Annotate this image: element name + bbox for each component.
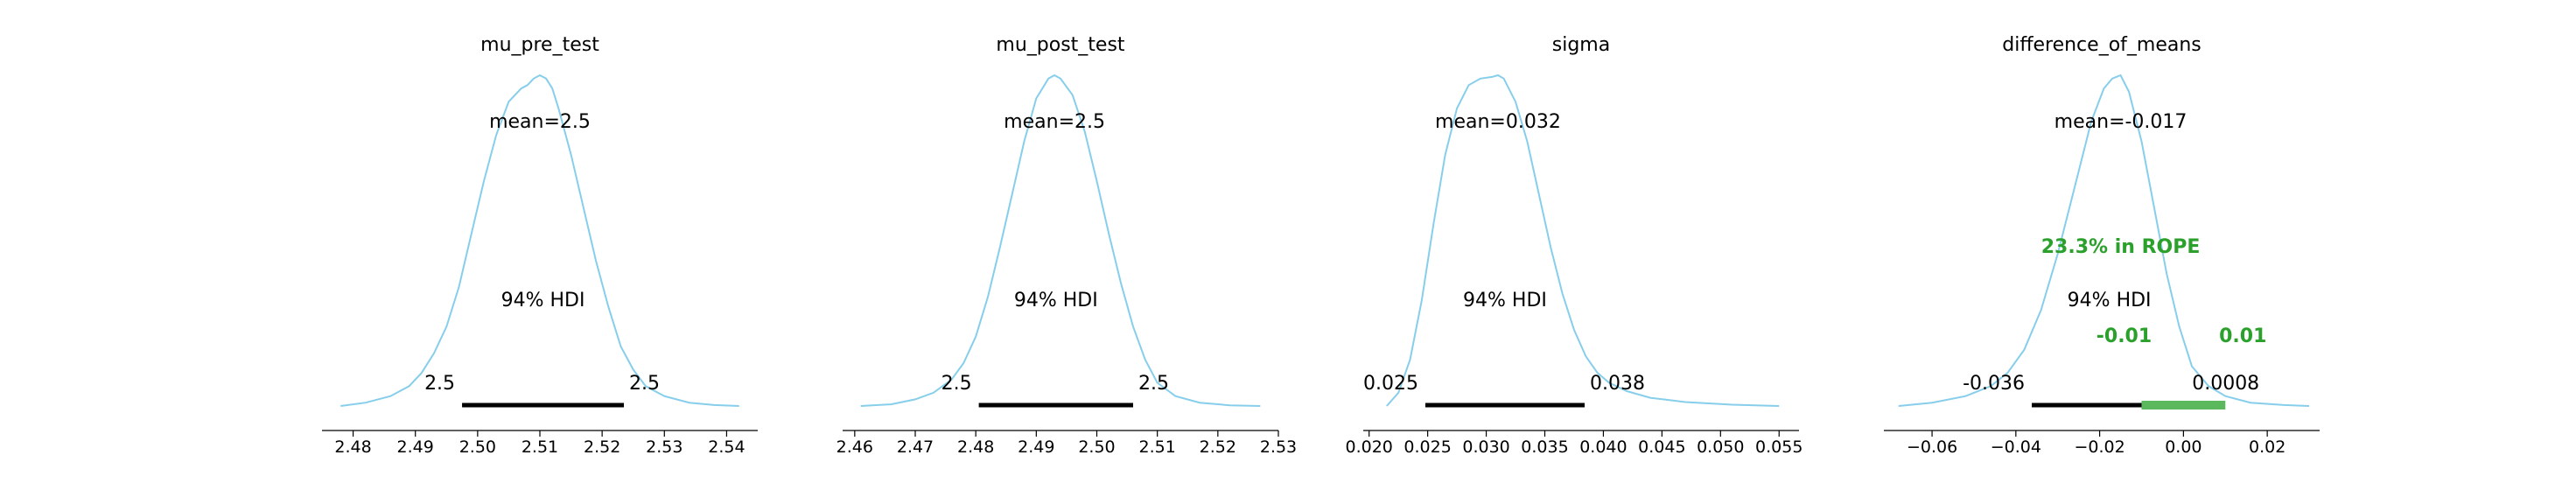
kde-curve <box>860 74 1261 407</box>
x-tick-label: 0.030 <box>1462 438 1509 457</box>
mean-label: mean=0.032 <box>1435 111 1561 133</box>
x-tick-label: 0.035 <box>1521 438 1568 457</box>
x-tick-label: 0.040 <box>1579 438 1627 457</box>
hdi-label: 94% HDI <box>2068 290 2152 312</box>
rope-lower-label: -0.01 <box>2096 326 2152 347</box>
x-tick-label: 0.025 <box>1404 438 1451 457</box>
panel-title: mu_post_test <box>996 34 1125 56</box>
x-tick-label: 2.46 <box>836 438 873 457</box>
hdi-lower-label: 0.025 <box>1363 373 1418 395</box>
hdi-label: 94% HDI <box>1014 290 1098 312</box>
x-tick-label: 0.00 <box>2165 438 2202 457</box>
panel-2: mu_post_test mean=2.5 94% HDI 2.5 2.5 2.46 2.4… <box>836 34 1297 457</box>
x-tick-label: −0.04 <box>1991 438 2041 457</box>
kde-curve <box>340 74 739 407</box>
x-tick-label: 2.50 <box>1078 438 1115 457</box>
kde-curve <box>1898 74 2310 407</box>
x-tick-label: 0.020 <box>1345 438 1392 457</box>
rope-upper-label: 0.01 <box>2219 326 2266 347</box>
x-tick-label: 0.045 <box>1638 438 1685 457</box>
panel-3: sigma mean=0.032 94% HDI 0.025 0.038 0.020 0.0… <box>1345 34 1802 457</box>
x-tick-label: 0.050 <box>1697 438 1744 457</box>
x-tick-label: 2.49 <box>397 438 434 457</box>
x-tick-label: 2.53 <box>646 438 682 457</box>
x-tick-label: 2.53 <box>1260 438 1297 457</box>
rope-percent-label: 23.3% in ROPE <box>2041 236 2201 258</box>
hdi-lower-label: 2.5 <box>942 373 972 395</box>
hdi-label: 94% HDI <box>1463 290 1547 312</box>
x-tick-label: 2.54 <box>708 438 745 457</box>
panel-title: mu_pre_test <box>480 34 599 56</box>
hdi-lower-label: -0.036 <box>1963 373 2025 395</box>
hdi-label: 94% HDI <box>501 290 585 312</box>
hdi-upper-label: 0.0008 <box>2192 373 2259 395</box>
x-tick-label: 2.49 <box>1018 438 1054 457</box>
rope-bar <box>2141 401 2226 410</box>
x-tick-label: 2.51 <box>1139 438 1176 457</box>
hdi-upper-label: 2.5 <box>1138 373 1169 395</box>
mean-label: mean=2.5 <box>489 111 591 133</box>
panel-4: difference_of_means mean=-0.017 94% HDI -0.… <box>1884 34 2320 457</box>
x-tick-label: −0.02 <box>2074 438 2124 457</box>
x-tick-label: 2.51 <box>522 438 558 457</box>
hdi-lower-label: 2.5 <box>424 373 455 395</box>
panel-title: sigma <box>1552 34 1610 56</box>
x-tick-label: 2.48 <box>334 438 371 457</box>
x-tick-label: 2.48 <box>957 438 994 457</box>
x-tick-label: 0.055 <box>1755 438 1802 457</box>
x-tick-label: 2.47 <box>897 438 934 457</box>
x-tick-label: 2.52 <box>1200 438 1236 457</box>
x-tick-label: 2.52 <box>584 438 620 457</box>
hdi-upper-label: 2.5 <box>629 373 660 395</box>
hdi-upper-label: 0.038 <box>1590 373 1645 395</box>
panel-1: mu_pre_test mean=2.5 94% HDI 2.5 2.5 2.48 2.49… <box>322 34 758 457</box>
kde-curve <box>1386 74 1780 407</box>
x-tick-label: 0.02 <box>2249 438 2286 457</box>
mean-label: mean=2.5 <box>1004 111 1105 133</box>
x-tick-label: −0.06 <box>1907 438 1957 457</box>
panel-title: difference_of_means <box>2002 34 2202 56</box>
mean-label: mean=-0.017 <box>2054 111 2188 133</box>
x-tick-label: 2.50 <box>459 438 496 457</box>
